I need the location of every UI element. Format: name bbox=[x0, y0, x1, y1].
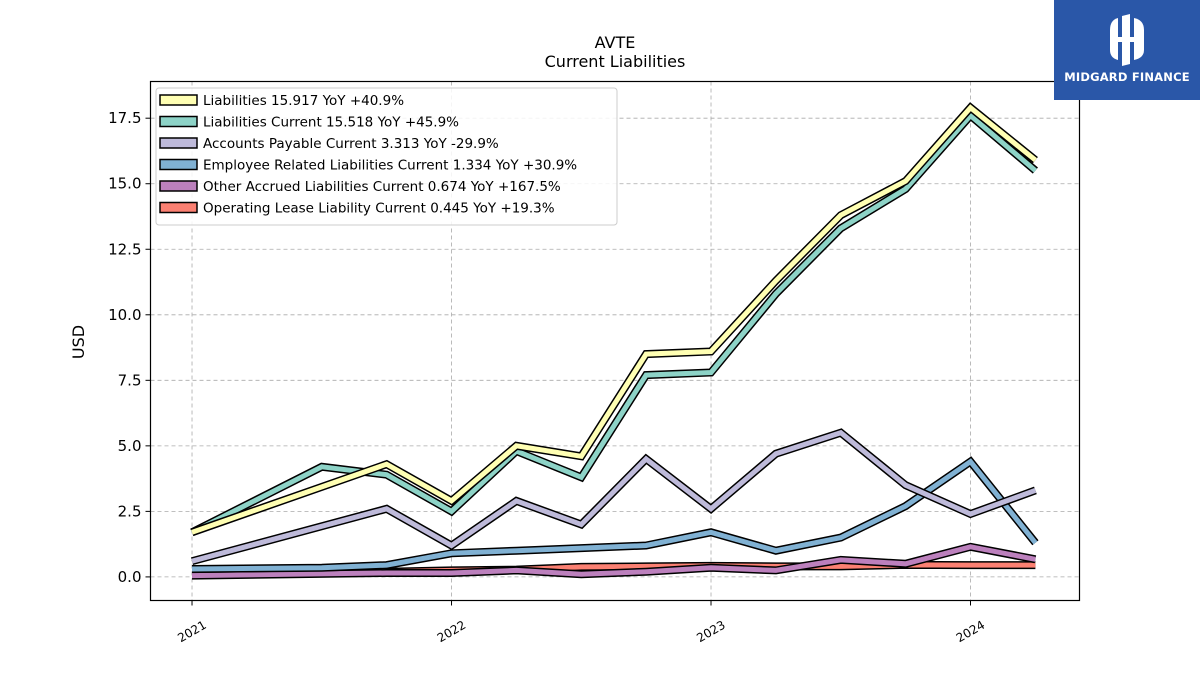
y-tick-label: 2.5 bbox=[118, 502, 142, 520]
series-4 bbox=[191, 542, 1037, 580]
legend-item: Liabilities Current 15.518 YoY +45.9% bbox=[159, 115, 459, 131]
y-tick-label: 0.0 bbox=[118, 568, 142, 586]
legend-box bbox=[155, 87, 618, 226]
legend-item: Employee Related Liabilities Current 1.3… bbox=[159, 158, 577, 174]
legend-swatch bbox=[159, 201, 198, 214]
legend-label: Employee Related Liabilities Current 1.3… bbox=[203, 158, 577, 174]
legend-swatch bbox=[159, 137, 198, 149]
x-tick-label: 2021 bbox=[175, 618, 208, 645]
legend-item: Operating Lease Liability Current 0.445 … bbox=[159, 201, 555, 217]
legend-label: Liabilities Current 15.518 YoY +45.9% bbox=[203, 115, 459, 131]
x-tick-label: 2023 bbox=[694, 618, 727, 645]
y-tick-label: 12.5 bbox=[108, 240, 141, 258]
y-axis-label: USD bbox=[69, 325, 88, 359]
y-tick-label: 15.0 bbox=[108, 175, 141, 193]
series-3 bbox=[191, 456, 1039, 573]
legend-swatch bbox=[159, 158, 198, 171]
series-line bbox=[191, 544, 1036, 579]
y-tick-label: 5.0 bbox=[118, 437, 142, 455]
y-tick-label: 10.0 bbox=[108, 306, 141, 324]
logo-mark-icon bbox=[1110, 14, 1144, 66]
legend-swatch bbox=[159, 115, 198, 128]
legend-label: Liabilities 15.917 YoY +40.9% bbox=[203, 93, 404, 109]
plot-frame bbox=[149, 80, 1081, 602]
legend-swatch bbox=[159, 180, 198, 192]
y-tick-label: 7.5 bbox=[118, 371, 142, 389]
series-0 bbox=[190, 102, 1038, 537]
legend-label: Operating Lease Liability Current 0.445 … bbox=[203, 201, 555, 217]
series-line-outline bbox=[190, 428, 1037, 566]
series-line bbox=[190, 112, 1038, 535]
chart-subtitle: Current Liabilities bbox=[545, 52, 686, 71]
legend-item: Other Accrued Liabilities Current 0.674 … bbox=[159, 179, 561, 195]
series-2 bbox=[190, 428, 1037, 566]
series-1 bbox=[190, 110, 1038, 536]
logo-text: MIDGARD FINANCE bbox=[1064, 70, 1190, 84]
legend-label: Other Accrued Liabilities Current 0.674 … bbox=[203, 179, 561, 195]
legend: Liabilities 15.917 YoY +40.9% Liabilities… bbox=[155, 87, 618, 226]
legend-item: Accounts Payable Current 3.313 YoY -29.9… bbox=[159, 136, 499, 152]
series-line bbox=[191, 458, 1038, 572]
series-layer bbox=[190, 102, 1039, 580]
series-line-outline bbox=[191, 456, 1039, 573]
y-tick-label: 17.5 bbox=[108, 109, 141, 127]
legend-label: Accounts Payable Current 3.313 YoY -29.9… bbox=[203, 136, 499, 152]
x-tick-label: 2022 bbox=[435, 618, 468, 645]
series-line bbox=[191, 104, 1037, 535]
chart-title: AVTE bbox=[595, 33, 636, 52]
midgard-finance-logo: MIDGARD FINANCE bbox=[1054, 0, 1200, 100]
legend-item: Liabilities 15.917 YoY +40.9% bbox=[159, 93, 404, 109]
x-tick-label: 2024 bbox=[954, 618, 987, 645]
series-line bbox=[191, 429, 1037, 564]
legend-swatch bbox=[159, 94, 198, 106]
